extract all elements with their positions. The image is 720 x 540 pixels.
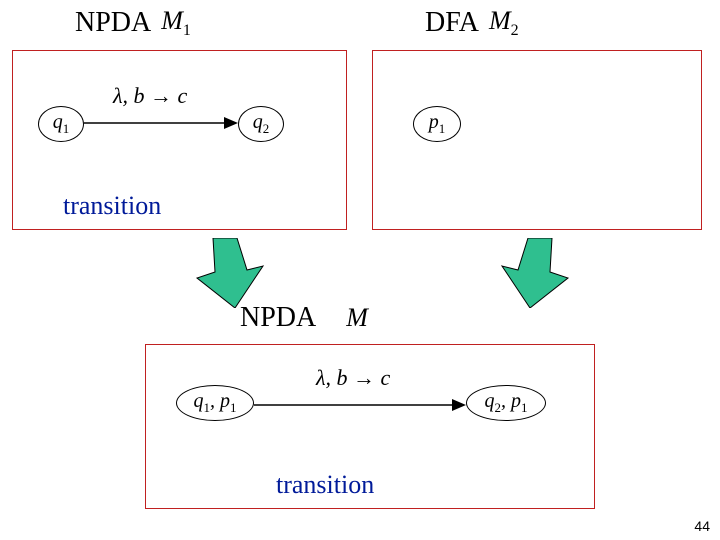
- merge-arrow-left: [195, 238, 275, 308]
- state-q1: q1: [38, 106, 84, 142]
- state-q1p1: q1, p1: [176, 385, 254, 421]
- transition-label-bottom: λ, b → c: [316, 365, 390, 391]
- merge-arrow-right: [490, 238, 570, 308]
- npda-m-title: NPDA M: [240, 302, 368, 334]
- m-label: M: [346, 303, 368, 333]
- transition-caption-bottom: transition: [276, 470, 374, 500]
- state-q2p1: q2, p1: [466, 385, 546, 421]
- transition-arrow-bottom: [254, 393, 466, 413]
- transition-label-top: λ, b → c: [113, 83, 187, 109]
- transition-arrow-top: [84, 111, 238, 131]
- npda-label: NPDA: [75, 7, 151, 39]
- page-number: 44: [694, 518, 710, 534]
- transition-caption-left: transition: [63, 191, 161, 221]
- state-p1: p1: [413, 106, 461, 142]
- dfa-m2-title: DFA M2: [425, 6, 519, 40]
- dfa-label: DFA: [425, 7, 479, 39]
- m1-label: M1: [161, 6, 191, 40]
- state-q2: q2: [238, 106, 284, 142]
- npda-m-panel: q1, p1 q2, p1 λ, b → c transition: [145, 344, 595, 509]
- npda-bottom-label: NPDA: [240, 302, 316, 334]
- dfa-m2-panel: p1: [372, 50, 702, 230]
- npda-m1-panel: q1 q2 λ, b → c transition: [12, 50, 347, 230]
- m2-label: M2: [489, 6, 519, 40]
- npda-m1-title: NPDA M1: [75, 6, 191, 40]
